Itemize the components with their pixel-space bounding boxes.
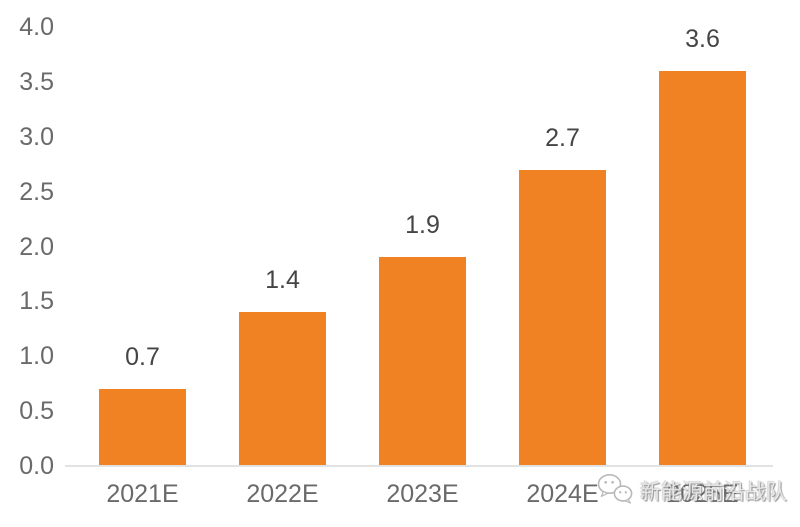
watermark-text: 新能源前沿战队 (640, 481, 787, 504)
data-label: 2.7 (545, 123, 580, 152)
bar-2021E (99, 389, 186, 466)
y-tick-label: 1.0 (19, 342, 54, 371)
y-tick-label: 1.5 (19, 287, 54, 316)
y-tick-label: 2.0 (19, 232, 54, 261)
watermark: 新能源前沿战队 (597, 473, 787, 509)
x-tick-label: 2021E (106, 480, 179, 508)
bar-2025E (659, 70, 746, 466)
data-label: 1.4 (265, 266, 300, 295)
data-label: 1.9 (405, 211, 440, 240)
wechat-icon (597, 473, 633, 509)
bar-2024E (519, 169, 606, 466)
data-label: 3.6 (685, 24, 720, 53)
bar-2022E (239, 312, 326, 466)
y-tick-label: 0.0 (19, 452, 54, 480)
x-tick-label: 2022E (246, 480, 319, 508)
y-tick-label: 3.5 (19, 67, 54, 96)
x-tick-label: 2025E (666, 480, 739, 508)
y-tick-label: 3.0 (19, 122, 54, 151)
y-tick-label: 2.5 (19, 177, 54, 206)
x-tick-label: 2023E (386, 480, 459, 508)
y-tick-label: 0.5 (19, 397, 54, 426)
y-tick-label: 4.0 (19, 13, 54, 41)
data-label: 0.7 (125, 343, 160, 372)
bar-2023E (379, 257, 466, 466)
x-axis-line (65, 465, 773, 467)
x-tick-label: 2024E (526, 480, 599, 508)
